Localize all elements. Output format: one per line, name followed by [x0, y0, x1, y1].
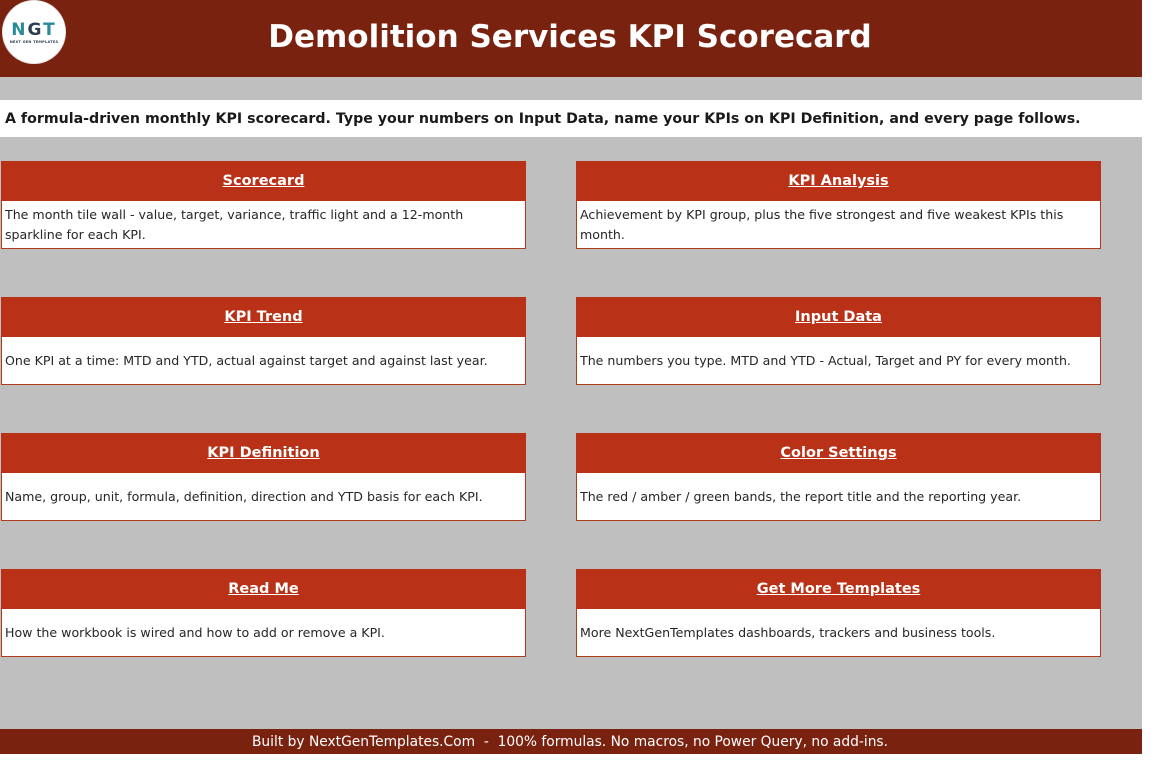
- card-scorecard: Scorecard The month tile wall - value, t…: [1, 161, 526, 249]
- card-description: The red / amber / green bands, the repor…: [580, 488, 1022, 504]
- card-description: One KPI at a time: MTD and YTD, actual a…: [5, 352, 488, 368]
- card-description: The numbers you type. MTD and YTD - Actu…: [580, 352, 1071, 368]
- card-kpi-definition: KPI Definition Name, group, unit, formul…: [1, 433, 526, 521]
- page-title: Demolition Services KPI Scorecard: [268, 18, 872, 55]
- link-scorecard[interactable]: Scorecard: [222, 173, 305, 189]
- card-header: Get More Templates: [576, 569, 1101, 609]
- dashboard-sheet: NGT NEXT GEN TEMPLATES Demolition Servic…: [0, 0, 1142, 754]
- logo-letter-n: N: [11, 19, 28, 40]
- card-description: Name, group, unit, formula, definition, …: [5, 488, 483, 504]
- logo-mark: NGT: [11, 21, 57, 39]
- card-header: KPI Trend: [1, 297, 526, 337]
- logo-subtext: NEXT GEN TEMPLATES: [9, 39, 59, 44]
- subtitle-bar: A formula-driven monthly KPI scorecard. …: [0, 100, 1142, 137]
- card-color-settings: Color Settings The red / amber / green b…: [576, 433, 1101, 521]
- link-kpi-trend[interactable]: KPI Trend: [224, 309, 303, 325]
- sheet-margin: [1142, 0, 1162, 774]
- card-description: How the workbook is wired and how to add…: [5, 624, 385, 640]
- card-header: KPI Definition: [1, 433, 526, 473]
- card-description: Achievement by KPI group, plus the five …: [580, 206, 1064, 242]
- card-header: KPI Analysis: [576, 161, 1101, 201]
- link-color-settings[interactable]: Color Settings: [780, 445, 897, 461]
- card-header: Scorecard: [1, 161, 526, 201]
- card-header: Color Settings: [576, 433, 1101, 473]
- card-description: More NextGenTemplates dashboards, tracke…: [580, 624, 996, 640]
- link-kpi-analysis[interactable]: KPI Analysis: [788, 173, 889, 189]
- link-input-data[interactable]: Input Data: [795, 309, 882, 325]
- logo-letter-g: G: [27, 19, 44, 40]
- card-description: The month tile wall - value, target, var…: [5, 206, 464, 242]
- logo-letter-t: T: [43, 19, 57, 40]
- card-header: Input Data: [576, 297, 1101, 337]
- card-read-me: Read Me How the workbook is wired and ho…: [1, 569, 526, 657]
- link-kpi-definition[interactable]: KPI Definition: [207, 445, 320, 461]
- page-subtitle: A formula-driven monthly KPI scorecard. …: [5, 110, 1081, 127]
- card-kpi-trend: KPI Trend One KPI at a time: MTD and YTD…: [1, 297, 526, 385]
- ngt-logo: NGT NEXT GEN TEMPLATES: [3, 1, 65, 63]
- header-bar: NGT NEXT GEN TEMPLATES Demolition Servic…: [0, 0, 1142, 77]
- link-read-me[interactable]: Read Me: [228, 581, 299, 597]
- footer-bar: Built by NextGenTemplates.Com - 100% for…: [0, 729, 1142, 754]
- card-get-more-templates: Get More Templates More NextGenTemplates…: [576, 569, 1101, 657]
- link-get-more-templates[interactable]: Get More Templates: [756, 581, 921, 597]
- card-header: Read Me: [1, 569, 526, 609]
- card-input-data: Input Data The numbers you type. MTD and…: [576, 297, 1101, 385]
- card-kpi-analysis: KPI Analysis Achievement by KPI group, p…: [576, 161, 1101, 249]
- footer-text: Built by NextGenTemplates.Com - 100% for…: [251, 733, 889, 750]
